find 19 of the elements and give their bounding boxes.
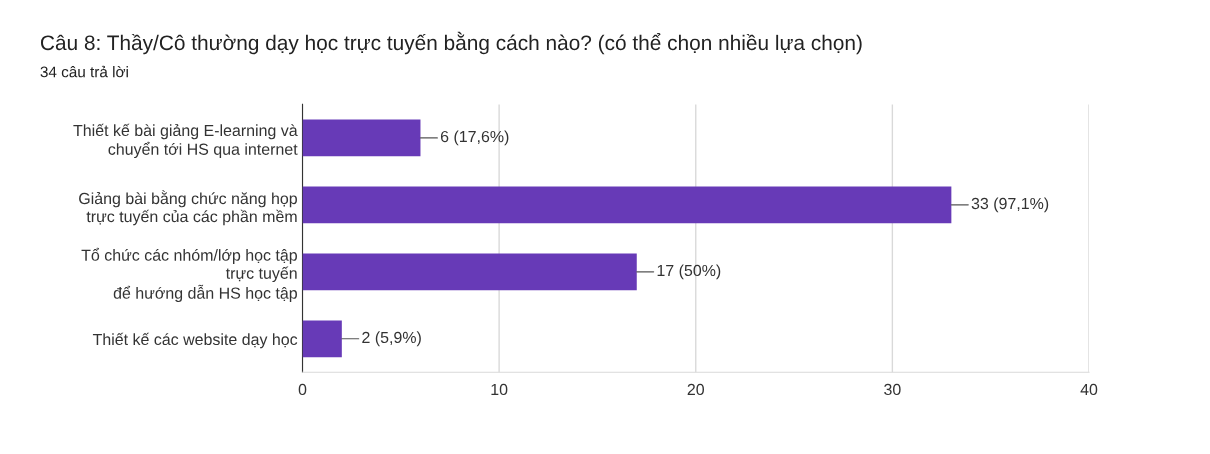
x-tick-label: 30 — [884, 383, 901, 396]
y-tick-label: Giảng bài bằng chức năng họp trực tuyến của các phần mềm — [79, 190, 297, 226]
x-tick-label: 0 — [298, 383, 307, 396]
x-tick-label: 20 — [687, 383, 705, 396]
y-tick-label: Thiết kế bài giảng E-learning và chuyển tới HS qua internet — [73, 123, 298, 159]
x-tick-label: 10 — [491, 383, 508, 396]
bar — [302, 253, 637, 291]
data-label: 6 (17,6%) — [440, 130, 509, 146]
y-tick-label: Thiết kế các website dạy học — [92, 332, 298, 349]
bar — [302, 320, 342, 358]
text: 34 câu trả lời — [40, 65, 128, 78]
data-label: 17 (50%) — [657, 264, 721, 280]
x-tick-label: 40 — [1080, 383, 1098, 396]
bar — [302, 119, 421, 157]
chart-title: Câu 8: Thầy/Cô thường dạy học trực tuyến bằng cách nào? (có thể chọn nhiều lựa chọn) — [40, 31, 862, 55]
data-label: 33 (97,1%) — [971, 197, 1049, 213]
bar — [302, 186, 952, 224]
data-label: 2 (5,9%) — [362, 331, 421, 347]
y-tick-label: Tổ chức các nhóm/lớp học tập trực tuyến để hướng dẫn HS học tập — [81, 247, 297, 302]
